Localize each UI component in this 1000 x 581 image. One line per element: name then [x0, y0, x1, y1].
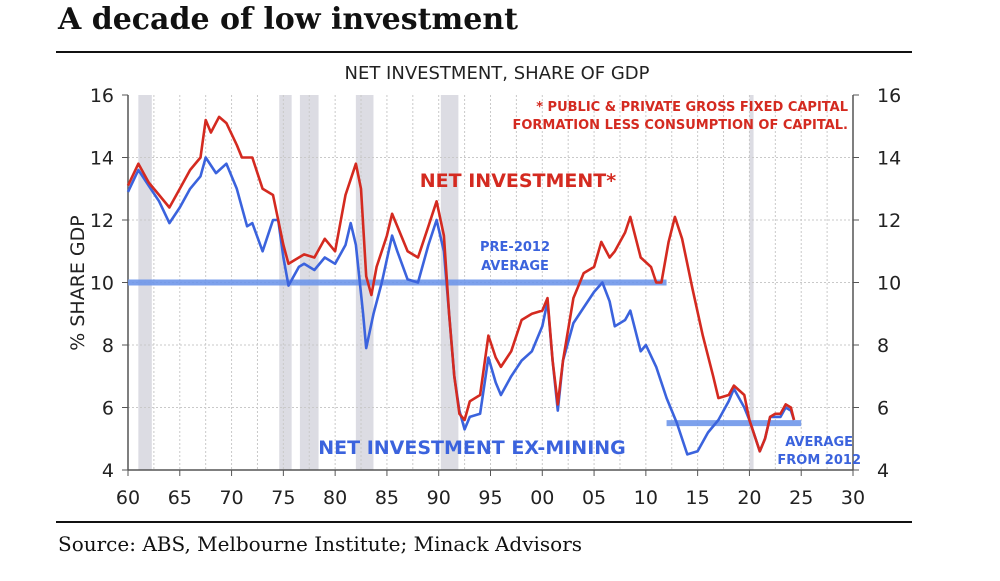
x-tick-label: 05: [582, 487, 606, 509]
y-axis-label: % SHARE GDP: [67, 215, 89, 351]
x-tick-label: 30: [841, 487, 865, 509]
x-tick-label: 15: [686, 487, 710, 509]
y-tick-label-right: 16: [877, 85, 901, 107]
series-line: [126, 115, 796, 453]
average-from-2012-label-2: FROM 2012: [777, 453, 861, 468]
pre-2012-average-label-1: PRE-2012: [480, 240, 550, 255]
x-tick-label: 95: [478, 487, 502, 509]
y-tick-label-left: 12: [90, 210, 114, 232]
y-tick-label-right: 8: [877, 335, 889, 357]
x-tick-label: 60: [116, 487, 140, 509]
x-tick-label: 65: [168, 487, 192, 509]
pre-2012-average-label-2: AVERAGE: [481, 259, 549, 274]
headline: A decade of low investment: [58, 2, 519, 37]
x-tick-label: 70: [219, 487, 243, 509]
y-tick-label-right: 4: [877, 460, 889, 482]
y-tick-label-left: 14: [90, 148, 114, 170]
average-from-2012-label-1: AVERAGE: [785, 435, 853, 450]
x-tick-label: 75: [271, 487, 295, 509]
x-tick-label: 25: [789, 487, 813, 509]
y-tick-label-right: 6: [877, 398, 889, 420]
x-tick-label: 10: [634, 487, 658, 509]
source-note: Source: ABS, Melbourne Institute; Minack…: [58, 532, 583, 556]
series-label-ex-mining: NET INVESTMENT EX-MINING: [318, 437, 626, 459]
series-line: [126, 156, 796, 456]
recession-band: [749, 95, 754, 470]
y-tick-label-left: 16: [90, 85, 114, 107]
footnote-line-1: * PUBLIC & PRIVATE GROSS FIXED CAPITAL: [536, 100, 848, 115]
x-tick-label: 85: [375, 487, 399, 509]
y-tick-label-left: 6: [102, 398, 114, 420]
y-tick-label-right: 12: [877, 210, 901, 232]
y-tick-label-left: 8: [102, 335, 114, 357]
x-tick-label: 90: [427, 487, 451, 509]
footnote-line-2: FORMATION LESS CONSUMPTION OF CAPITAL.: [512, 118, 848, 133]
x-tick-label: 80: [323, 487, 347, 509]
y-tick-label-left: 10: [90, 273, 114, 295]
x-tick-label: 00: [530, 487, 554, 509]
chart-title: NET INVESTMENT, SHARE OF GDP: [344, 63, 649, 84]
y-tick-label-right: 14: [877, 148, 901, 170]
top-rule: [56, 51, 912, 53]
bottom-rule: [56, 521, 912, 523]
y-tick-label-right: 10: [877, 273, 901, 295]
y-tick-label-left: 4: [102, 460, 114, 482]
x-tick-label: 20: [737, 487, 761, 509]
series-label-net-investment: NET INVESTMENT*: [420, 170, 617, 192]
